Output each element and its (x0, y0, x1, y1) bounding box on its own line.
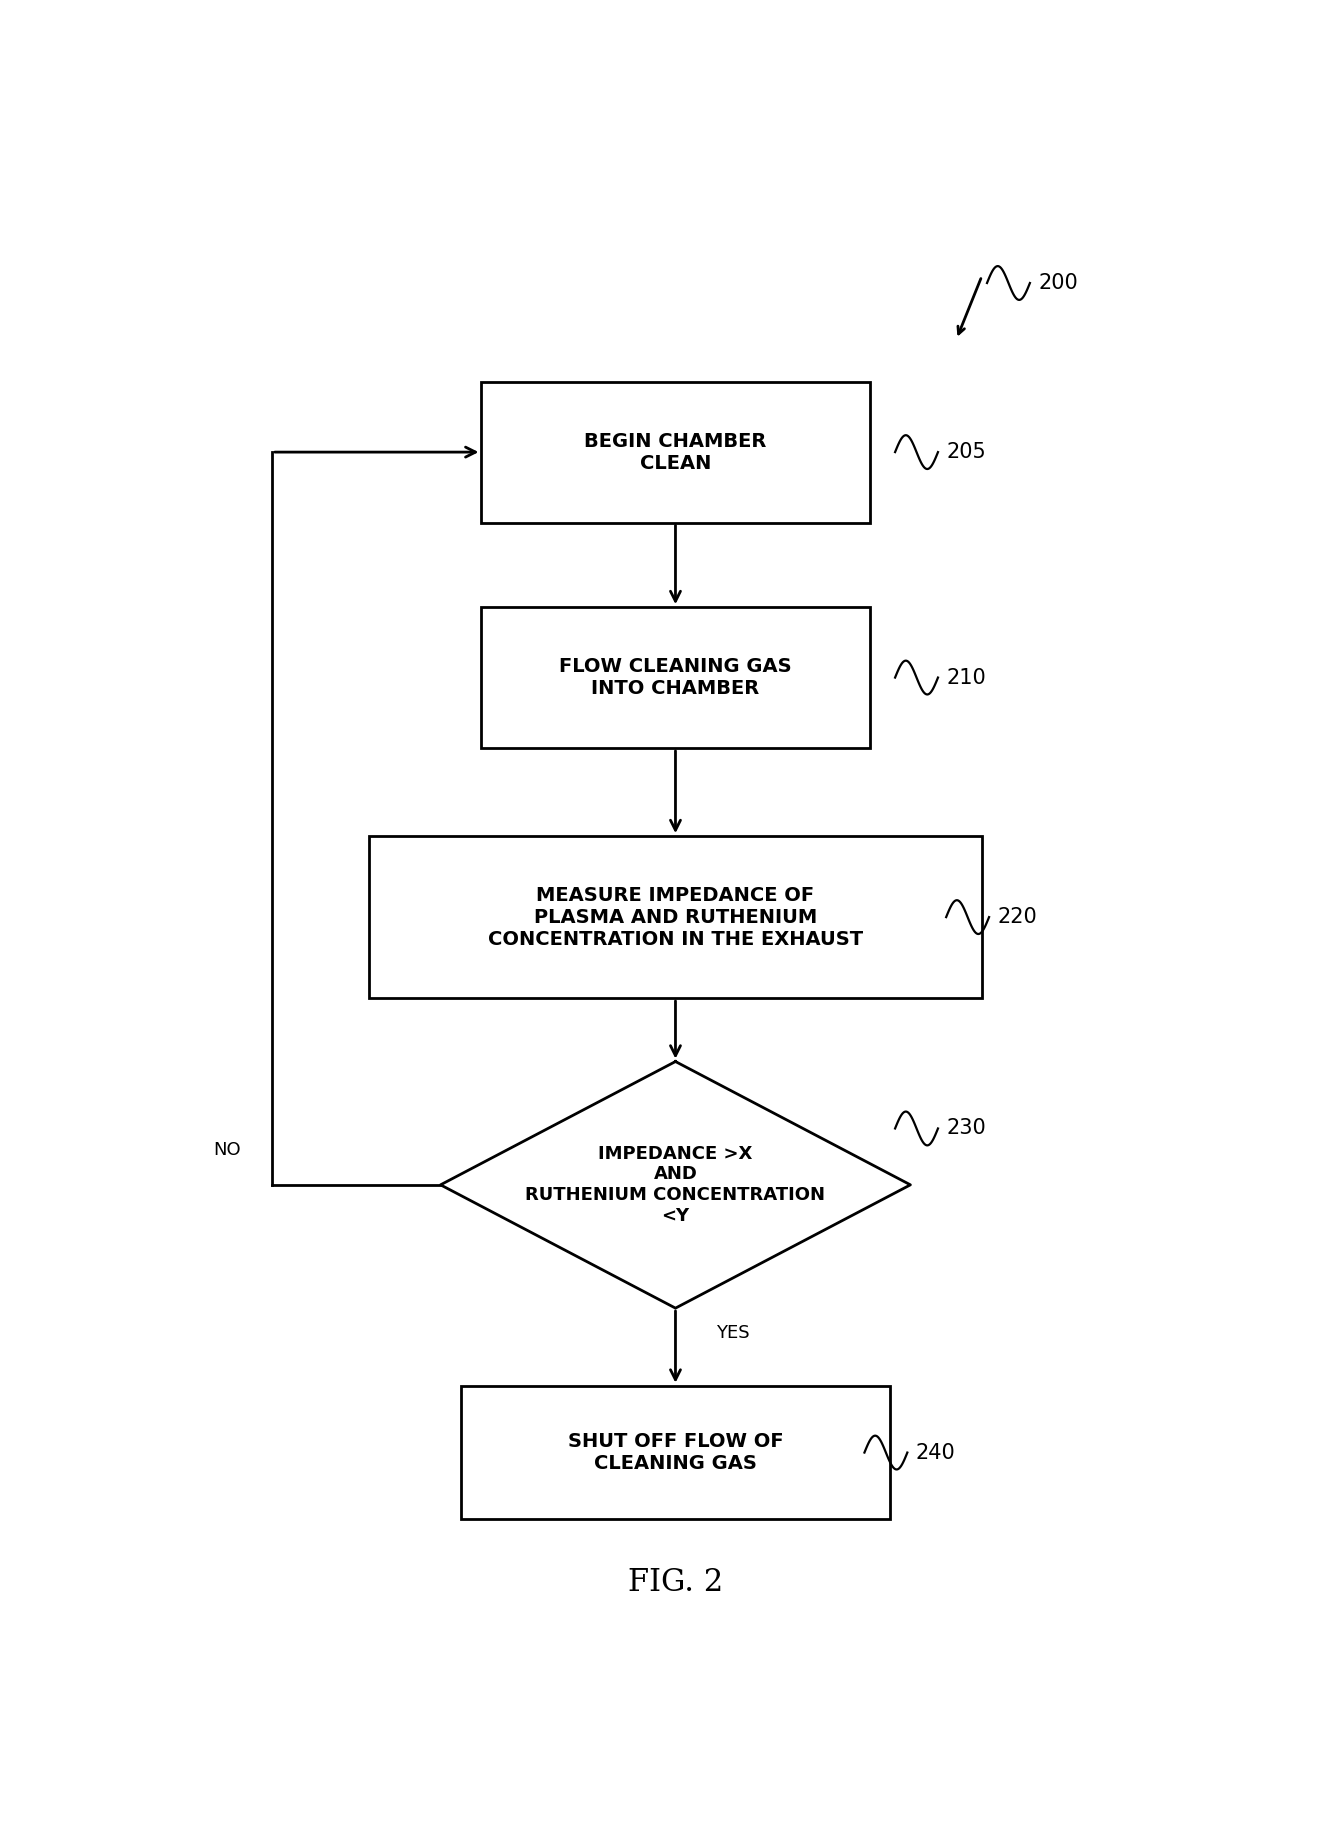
Bar (481, 608, 870, 748)
Text: NO: NO (214, 1140, 241, 1158)
Text: 205: 205 (946, 443, 986, 463)
Text: IMPEDANCE >X
AND
RUTHENIUM CONCENTRATION
<Y: IMPEDANCE >X AND RUTHENIUM CONCENTRATION… (526, 1144, 825, 1224)
Text: MEASURE IMPEDANCE OF
PLASMA AND RUTHENIUM
CONCENTRATION IN THE EXHAUST: MEASURE IMPEDANCE OF PLASMA AND RUTHENIU… (488, 886, 863, 948)
Bar (369, 836, 982, 997)
Text: 230: 230 (946, 1118, 986, 1138)
Polygon shape (440, 1061, 911, 1308)
Bar (461, 1385, 890, 1519)
Text: YES: YES (717, 1323, 750, 1341)
Text: BEGIN CHAMBER
CLEAN: BEGIN CHAMBER CLEAN (584, 432, 767, 472)
Text: SHUT OFF FLOW OF
CLEANING GAS: SHUT OFF FLOW OF CLEANING GAS (568, 1433, 783, 1473)
Text: FLOW CLEANING GAS
INTO CHAMBER: FLOW CLEANING GAS INTO CHAMBER (559, 657, 792, 697)
Text: 220: 220 (998, 908, 1037, 928)
Text: FIG. 2: FIG. 2 (627, 1566, 724, 1598)
Text: 200: 200 (1039, 273, 1078, 293)
Text: 240: 240 (916, 1442, 956, 1462)
Text: 210: 210 (946, 668, 986, 688)
Bar (481, 382, 870, 523)
